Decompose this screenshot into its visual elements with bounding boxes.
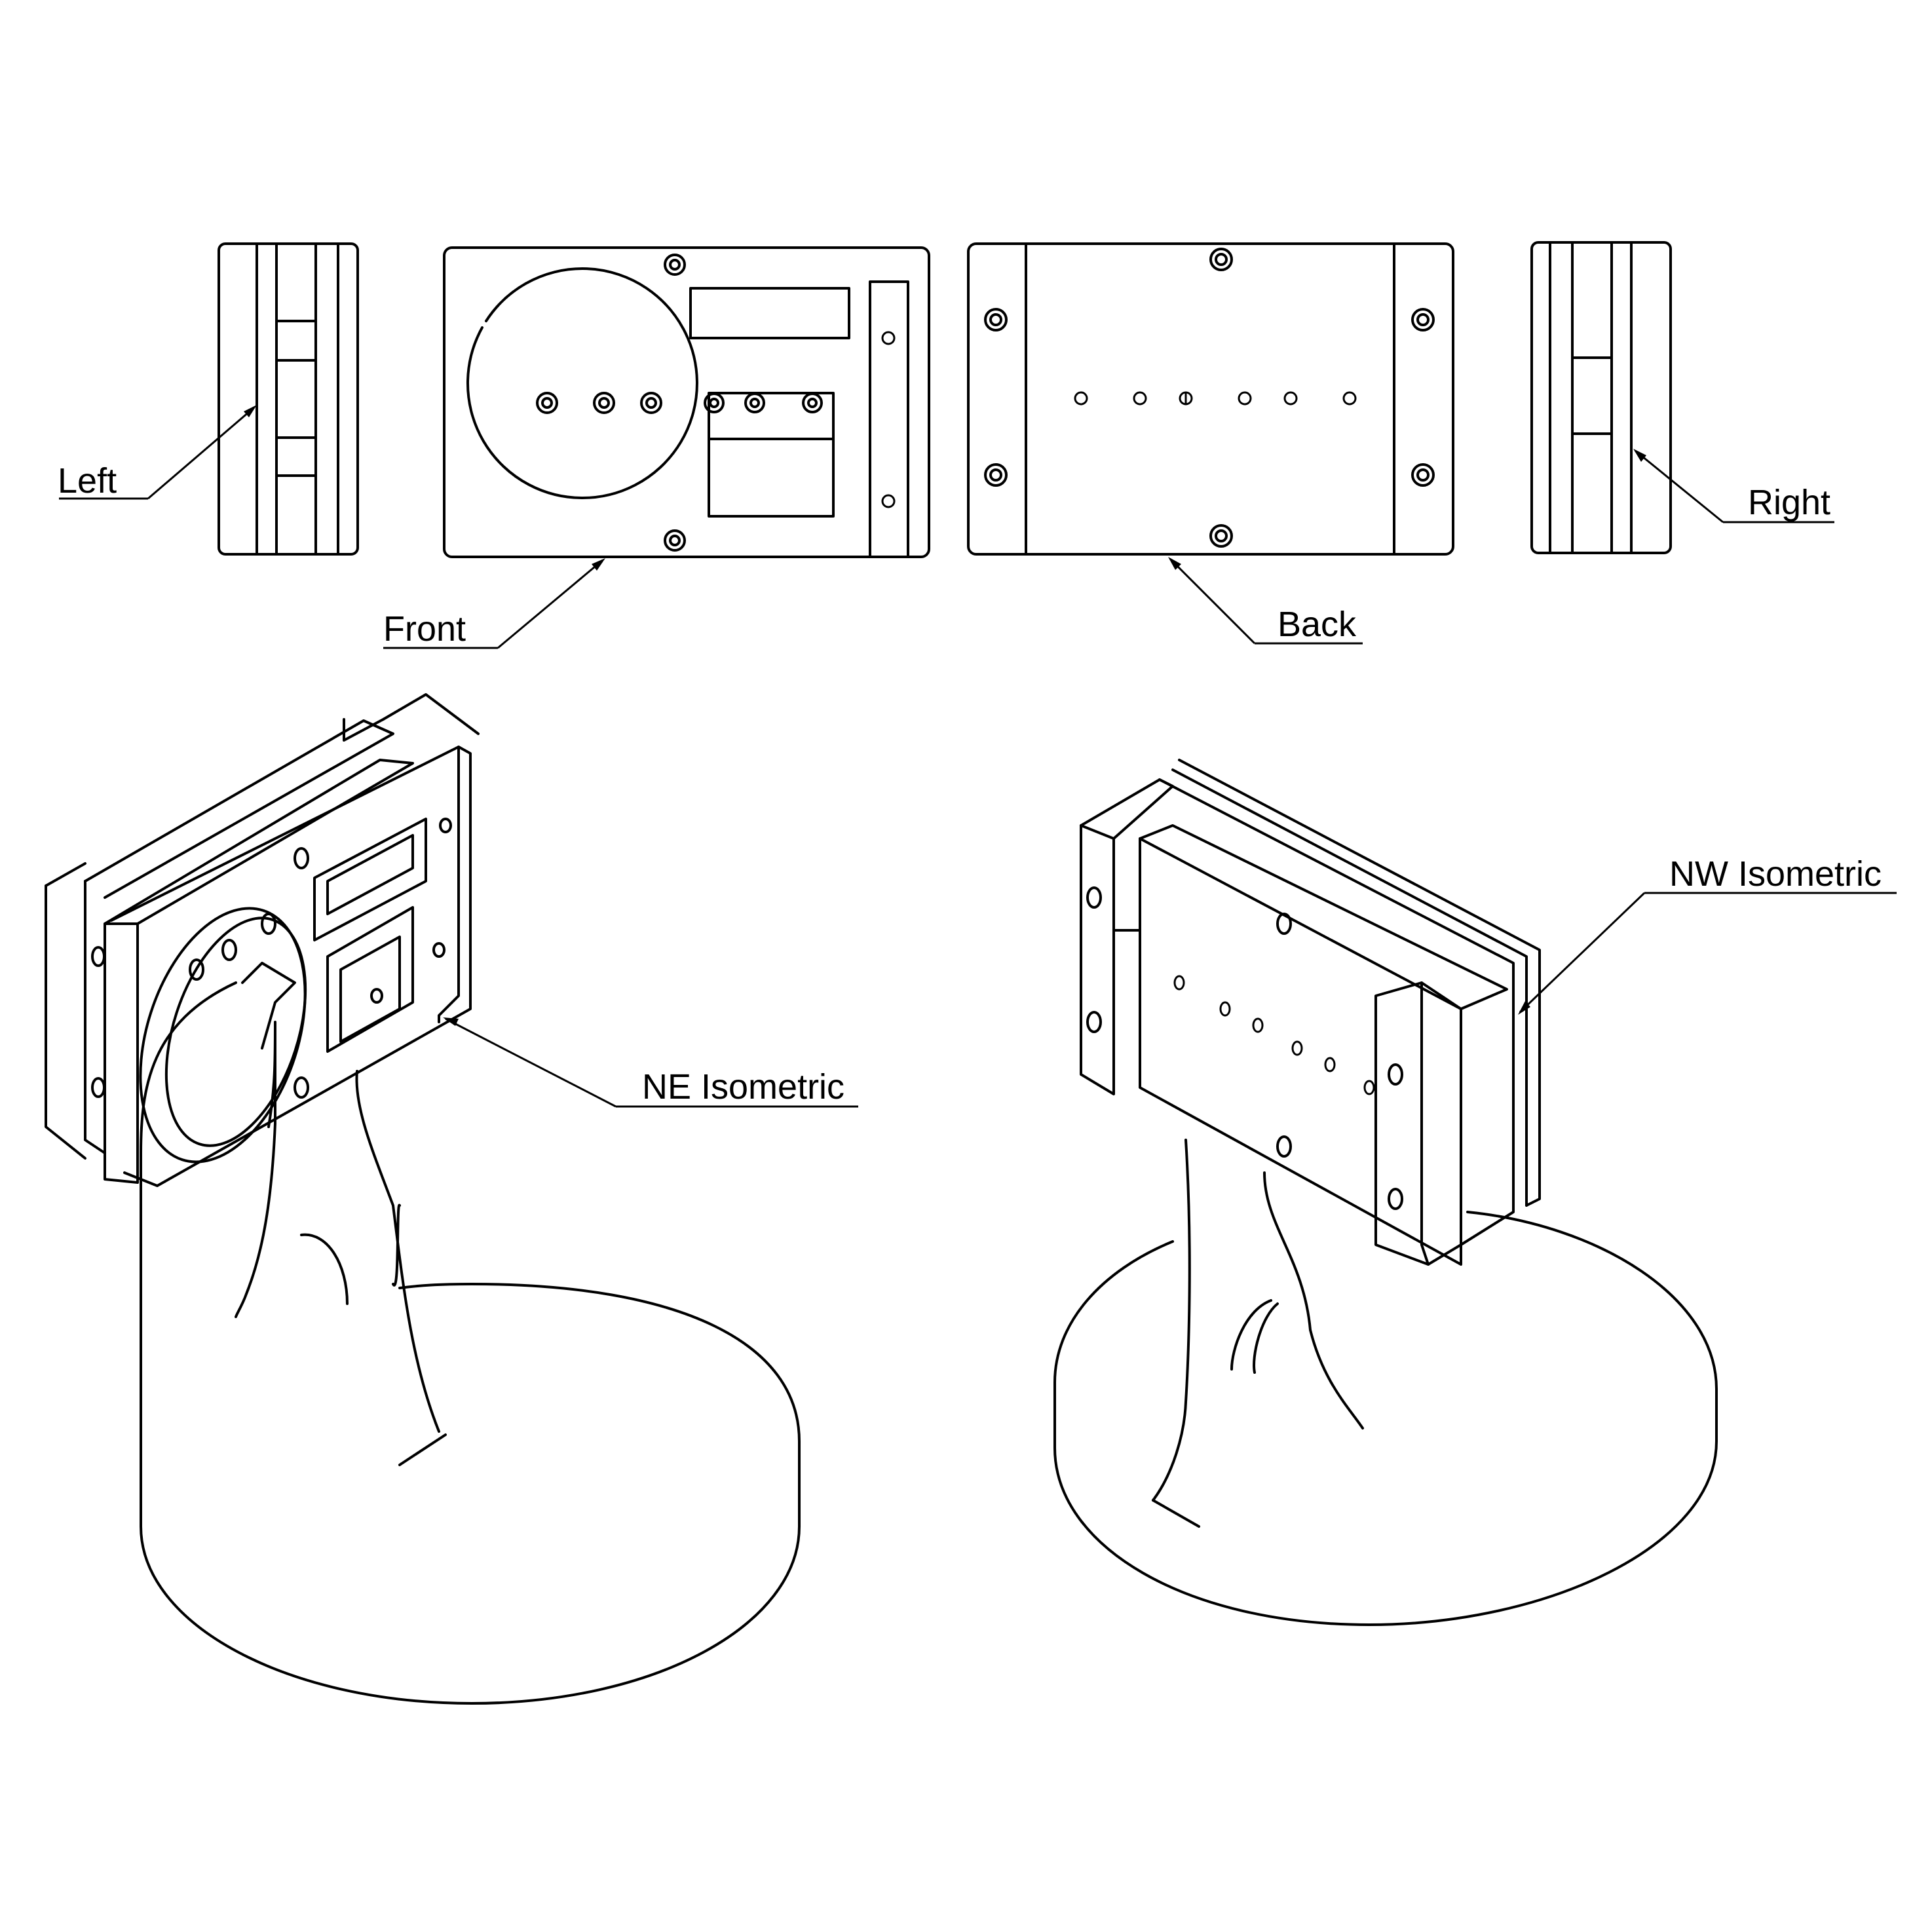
label-front: Front — [383, 558, 605, 649]
nw-isometric-view — [1053, 759, 1718, 1626]
ne-isometric-view — [45, 693, 801, 1705]
label-back: Back — [1168, 557, 1363, 645]
back-holes — [984, 248, 1435, 548]
label-right-text: Right — [1748, 483, 1830, 522]
label-back-text: Back — [1278, 605, 1357, 644]
label-nw-isometric-text: NW Isometric — [1669, 854, 1882, 894]
label-right: Right — [1633, 449, 1834, 523]
label-left: Left — [58, 405, 257, 501]
front-holes — [536, 254, 896, 552]
label-front-text: Front — [383, 609, 466, 649]
label-nw-isometric: NW Isometric — [1518, 854, 1897, 1015]
label-left-text: Left — [58, 461, 117, 501]
left-view — [218, 242, 359, 556]
right-view — [1530, 241, 1672, 554]
label-ne-isometric-text: NE Isometric — [642, 1067, 844, 1107]
front-view — [443, 246, 930, 558]
label-ne-isometric: NE Isometric — [443, 1017, 858, 1108]
back-view — [967, 242, 1454, 556]
